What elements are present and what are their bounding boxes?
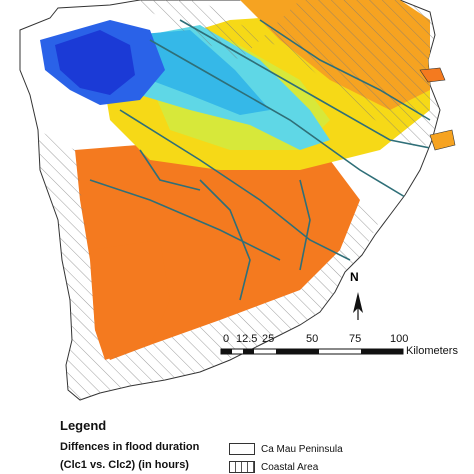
scale-tick-100: 100 bbox=[390, 333, 409, 345]
scale-bar bbox=[220, 348, 404, 355]
legend-swatch-hatched bbox=[229, 461, 255, 473]
scale-tick-75: 75 bbox=[349, 333, 362, 345]
scale-tick-25: 25 bbox=[262, 333, 275, 345]
legend-subtitle-line1: Diffences in flood duration bbox=[60, 441, 200, 453]
north-arrow bbox=[353, 292, 363, 320]
legend-subtitle-line2: (Clc1 vs. Clc2) (in hours) bbox=[60, 459, 189, 471]
north-arrow-label: N bbox=[350, 270, 359, 284]
river-network bbox=[89, 19, 440, 301]
legend-item-peninsula: Ca Mau Peninsula bbox=[229, 442, 343, 456]
flood-zone-light-blue bbox=[130, 30, 270, 115]
legend-item-label: Coastal Area bbox=[261, 461, 319, 473]
legend-item-label: Ca Mau Peninsula bbox=[261, 443, 343, 455]
scale-tick-50: 50 bbox=[306, 333, 319, 345]
legend-item-coastal: Coastal Area bbox=[229, 460, 318, 474]
legend-swatch-outline bbox=[229, 443, 255, 455]
flood-zone-deep-blue bbox=[55, 30, 135, 95]
coastal-area-hatch-south bbox=[38, 130, 380, 400]
scale-tick-0: 0 bbox=[223, 333, 230, 345]
island bbox=[419, 67, 446, 83]
flood-zone-orange-tip bbox=[90, 240, 170, 360]
scale-tick-12-5: 12.5 bbox=[236, 333, 258, 345]
legend-title: Legend bbox=[60, 418, 107, 433]
scale-unit: Kilometers bbox=[406, 345, 458, 357]
island bbox=[429, 129, 456, 151]
coastal-area-hatch bbox=[130, 0, 440, 150]
